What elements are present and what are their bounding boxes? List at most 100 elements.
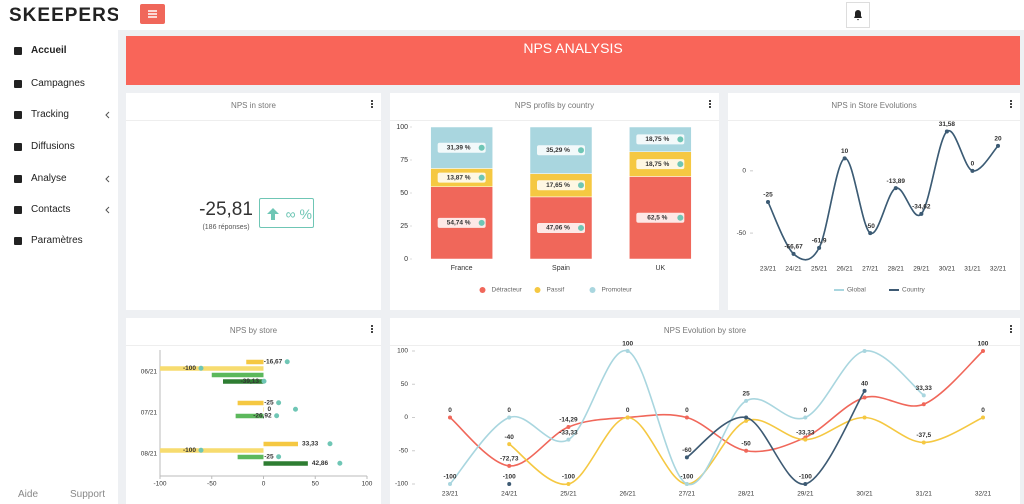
point [981, 415, 985, 420]
data-label: -25 [264, 399, 274, 406]
data-label: -100 [562, 474, 575, 481]
chevron [105, 175, 110, 182]
kpi-change-text: ∞ % [285, 206, 312, 222]
point [744, 398, 749, 403]
point [507, 482, 512, 486]
trend-icon [478, 219, 485, 226]
nav-label: Analyse [31, 173, 67, 184]
chart-panel: NPS profils by country 0 25 50 75 100 France 5… [390, 93, 719, 310]
chart: -100 -50 0 50 100 06/21 -16,67 -100 -39,13 07/21 -… [141, 350, 373, 488]
point [970, 168, 975, 173]
kpi-value: -25,81 [199, 199, 253, 220]
series-line [686, 390, 866, 485]
y-tick-label: 50 [401, 381, 409, 388]
x-tick-label: 31/21 [964, 266, 981, 273]
point [981, 349, 985, 353]
legend-label: Promoteur [602, 287, 633, 294]
nav-item[interactable]: Tracking [14, 109, 110, 120]
chart: -50 0 23/21 24/21 25/21 26/21 27/21 28/21 29/21 3… [737, 121, 1007, 294]
point [868, 231, 873, 236]
trend-icon [284, 359, 290, 365]
bar [263, 407, 264, 412]
data-label: -26,92 [253, 412, 272, 419]
data-label: 0 [685, 407, 689, 414]
panel-menu[interactable] [1010, 325, 1012, 327]
data-label: 0 [626, 407, 630, 414]
panel-menu[interactable] [371, 325, 373, 327]
kpi-panel: NPS in store -25,81 (186 réponses) ∞ % [126, 93, 381, 310]
notifications-button[interactable] [846, 2, 870, 28]
x-tick-label: 26/21 [620, 491, 637, 498]
panel-menu[interactable] [1010, 100, 1012, 102]
point [744, 448, 749, 453]
legend-swatch [534, 287, 541, 293]
nav-label: Contacts [31, 204, 71, 215]
point [842, 156, 847, 161]
logo: SKEEPERS [9, 5, 121, 26]
nav-icon [14, 174, 22, 183]
label-bg [537, 180, 585, 191]
point [803, 415, 808, 420]
data-label: -60 [682, 447, 692, 454]
nav-item[interactable]: Paramètres [14, 235, 110, 246]
nav-icon [14, 142, 22, 151]
data-label: -100 [443, 474, 456, 481]
point [625, 415, 630, 420]
menu-button[interactable] [140, 4, 165, 24]
nav-label: Diffusions [31, 141, 75, 152]
nav-item[interactable]: Analyse [14, 173, 110, 184]
x-tick-label: 50 [312, 481, 320, 488]
data-label: -25 [763, 192, 773, 199]
x-tick-label: 23/21 [760, 266, 777, 273]
chart-panel: NPS in Store Evolutions -50 0 23/21 24/21 25… [728, 93, 1020, 310]
nav-item[interactable]: Accueil [14, 45, 110, 56]
nav-item[interactable]: Diffusions [14, 141, 110, 152]
data-label: 54,74 % [447, 220, 471, 227]
bar [263, 441, 298, 447]
trend-icon [293, 406, 298, 412]
x-tick-label: 25/21 [560, 491, 577, 498]
data-label: -39,13 [241, 378, 260, 385]
data-label: -37,5 [916, 432, 931, 439]
data-label: -34,62 [912, 204, 931, 211]
point [448, 482, 452, 486]
panel-title: NPS profils by country [514, 101, 595, 110]
x-tick-label: 32/21 [975, 491, 992, 498]
legend-label: Global [847, 287, 866, 294]
nav-item[interactable]: Campagnes [14, 78, 110, 89]
trend-icon [578, 182, 584, 189]
panel-menu[interactable] [709, 100, 711, 102]
support-link[interactable]: Support [70, 489, 106, 500]
data-label: 47,06 % [546, 225, 570, 232]
nav-item[interactable]: Contacts [14, 204, 110, 215]
bar [223, 379, 264, 384]
trend-icon [274, 413, 280, 419]
help-link[interactable]: Aide [18, 489, 39, 500]
point [625, 349, 630, 353]
point [766, 199, 770, 204]
point [862, 395, 867, 400]
point [744, 418, 749, 423]
data-label: 40 [861, 381, 869, 388]
legend-swatch [479, 287, 486, 293]
chart: 0 25 50 75 100 France 54,74 % 13,87 % 31,39 % Spa… [396, 124, 692, 294]
data-label: -100 [680, 474, 693, 481]
y-tick-label: 0 [404, 256, 408, 263]
point [448, 415, 452, 420]
data-label: 20 [994, 136, 1002, 143]
data-label: 0 [268, 406, 272, 413]
x-tick-label: 25/21 [811, 266, 828, 273]
label-bg [437, 142, 486, 153]
data-label: -66,67 [784, 244, 803, 251]
point [791, 251, 796, 256]
series-line [449, 350, 984, 467]
panel-menu[interactable] [371, 100, 373, 102]
bar [160, 366, 264, 371]
y-tick-label: 0 [742, 168, 746, 175]
kpi-note: (186 réponses) [202, 224, 250, 231]
point [893, 186, 898, 191]
nav-icon [14, 236, 22, 245]
chart-panel: NPS Evolution by store -100 -50 0 50 100 23/2… [390, 318, 1020, 504]
trend-icon [677, 136, 684, 143]
legend-label: Country [902, 287, 926, 294]
